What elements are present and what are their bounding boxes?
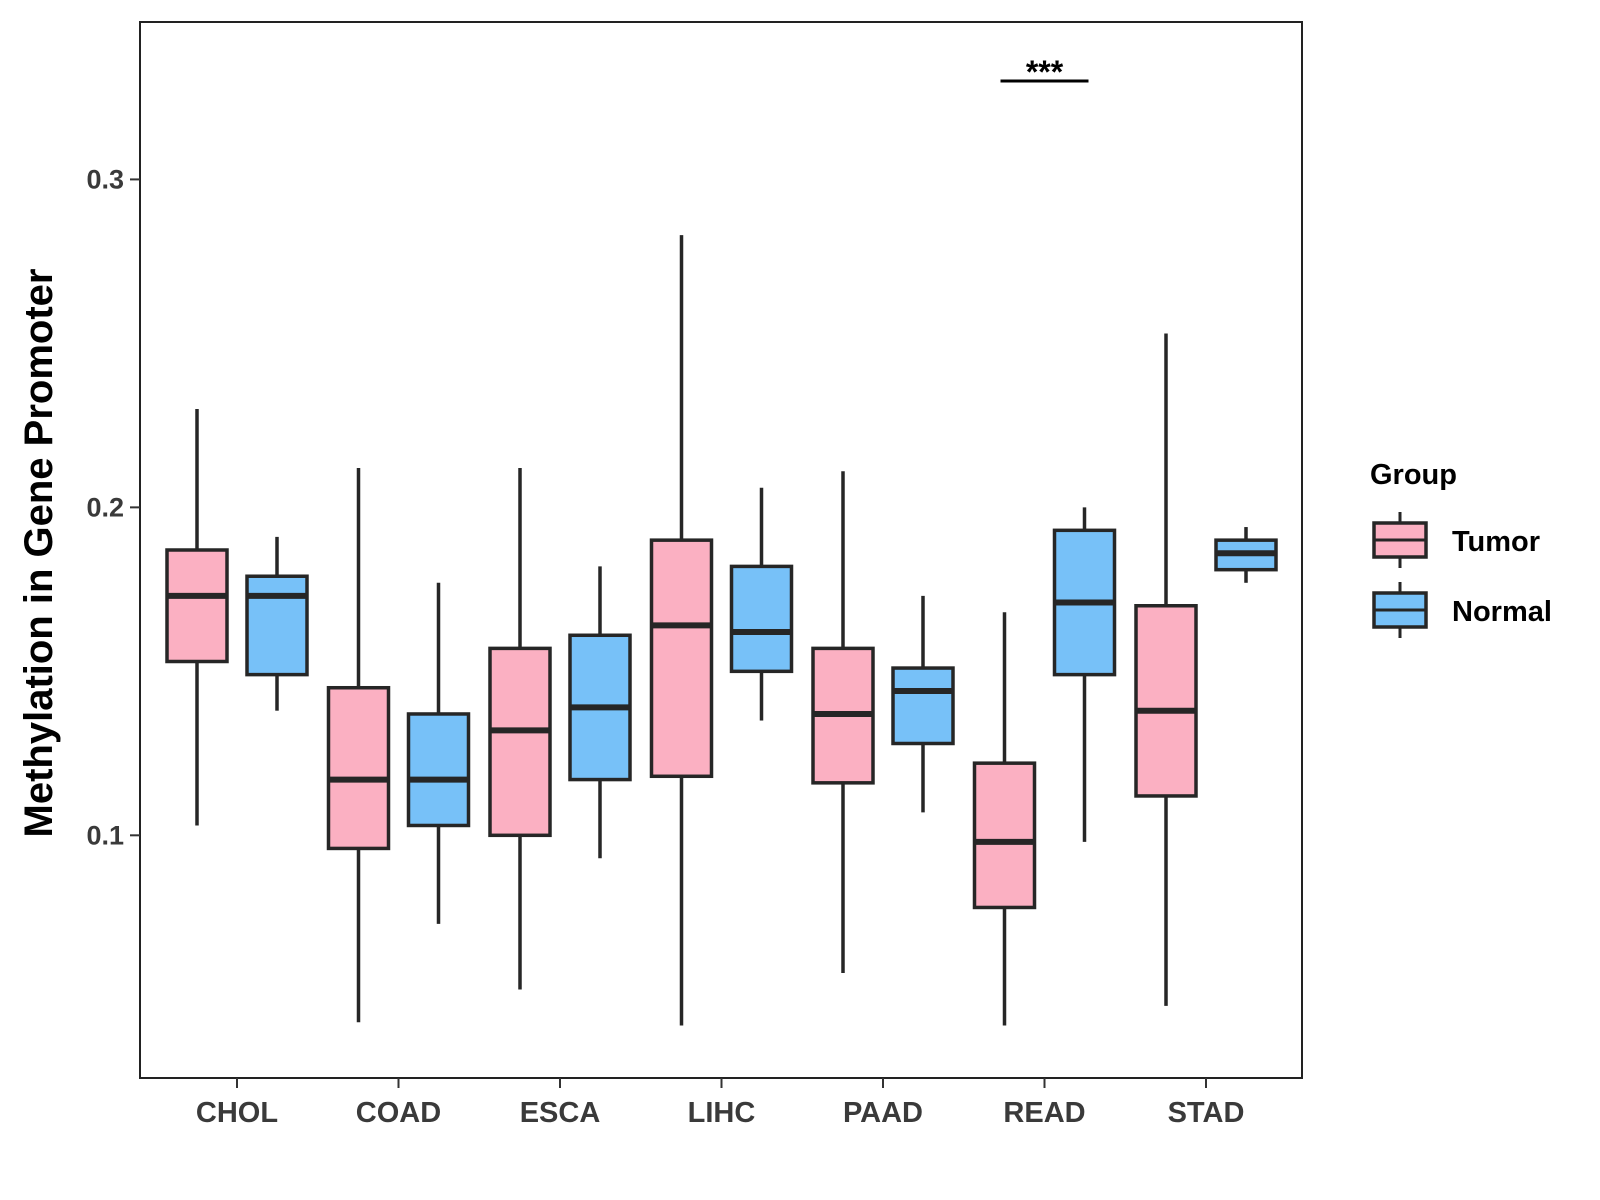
box-tumor-coad	[326, 468, 391, 1023]
box-normal-lihc	[729, 487, 794, 721]
x-tick-label-paad: PAAD	[843, 1097, 923, 1129]
box-tumor-read	[972, 612, 1037, 1026]
box-normal-stad	[1214, 527, 1278, 583]
box-body	[972, 761, 1037, 910]
box-tumor-esca	[488, 468, 552, 990]
box-tumor-paad	[811, 471, 875, 974]
box-body	[406, 712, 471, 828]
box-normal-coad	[406, 582, 471, 924]
box-tumor-lihc	[649, 235, 714, 1026]
legend-title: Group	[1370, 459, 1457, 491]
box-body	[488, 646, 552, 838]
panel-border	[139, 21, 1303, 1079]
x-tick-label-esca: ESCA	[520, 1097, 601, 1129]
legend-label-normal: Normal	[1452, 596, 1552, 628]
x-tick-label-lihc: LIHC	[688, 1097, 756, 1129]
x-tick-label-read: READ	[1003, 1097, 1085, 1129]
box-body	[891, 666, 955, 746]
plot-area: ***	[139, 21, 1303, 1079]
y-tick-label: 0.3	[86, 164, 124, 194]
significance-label: ***	[1026, 54, 1064, 90]
x-tick-label-chol: CHOL	[196, 1097, 278, 1129]
box-body	[245, 574, 309, 677]
box-tumor-stad	[1134, 333, 1198, 1006]
box-body	[649, 538, 714, 779]
x-tick-label-stad: STAD	[1168, 1097, 1245, 1129]
box-normal-chol	[245, 536, 309, 711]
legend-entry-tumor: Tumor	[1372, 512, 1540, 568]
legend-label-tumor: Tumor	[1452, 526, 1540, 558]
box-normal-paad	[891, 595, 955, 813]
box-body	[165, 548, 229, 664]
y-axis-label: Methylation in Gene Promoter	[17, 269, 61, 838]
box-normal-read	[1052, 507, 1117, 842]
box-tumor-chol	[165, 408, 229, 826]
box-body	[326, 685, 391, 851]
significance-annotation: ***	[1000, 54, 1089, 90]
box-body	[1134, 604, 1198, 798]
box-normal-esca	[568, 566, 632, 859]
legend: Group Tumor Normal	[1370, 459, 1552, 638]
y-tick-label: 0.1	[86, 820, 124, 850]
y-tick-label: 0.2	[86, 492, 124, 522]
legend-entry-normal: Normal	[1372, 582, 1552, 638]
box-body	[729, 564, 794, 674]
y-axis: 0.1 0.2 0.3	[86, 164, 140, 850]
x-tick-label-coad: COAD	[356, 1097, 441, 1129]
x-axis: CHOL COAD ESCA LIHC PAAD READ STAD	[196, 1078, 1244, 1129]
